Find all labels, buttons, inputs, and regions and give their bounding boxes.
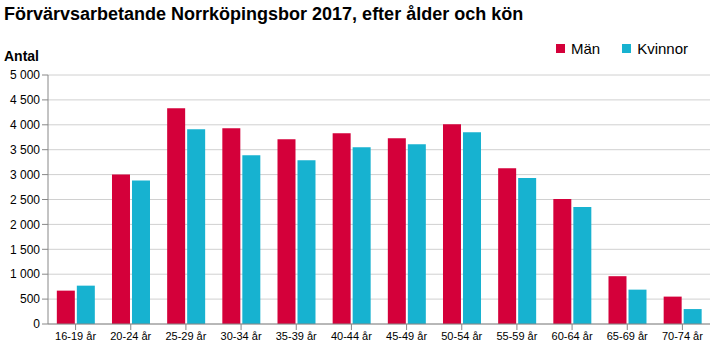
- svg-text:50-54 år: 50-54 år: [441, 330, 482, 342]
- svg-text:30-34 år: 30-34 år: [221, 330, 262, 342]
- html-text:Kvinnor: Kvinnor: [637, 40, 688, 57]
- svg-text:0: 0: [33, 317, 40, 331]
- svg-text:45-49 år: 45-49 år: [386, 330, 427, 342]
- svg-text:2 500: 2 500: [10, 193, 40, 207]
- svg-text:3 500: 3 500: [10, 143, 40, 157]
- svg-text:25-29 år: 25-29 år: [165, 330, 206, 342]
- svg-text:4 000: 4 000: [10, 118, 40, 132]
- svg-text:500: 500: [20, 292, 40, 306]
- html-text:Förvärvsarbetande Norrköpingsb: Förvärvsarbetande Norrköpingsbor 2017, e…: [4, 4, 524, 24]
- svg-text:16-19 år: 16-19 år: [55, 330, 96, 342]
- html-text:Antal: Antal: [4, 48, 39, 64]
- svg-text:65-69 år: 65-69 år: [607, 330, 648, 342]
- svg-text:4 500: 4 500: [10, 93, 40, 107]
- svg-text:1 500: 1 500: [10, 243, 40, 257]
- svg-text:3 000: 3 000: [10, 168, 40, 182]
- svg-text:70-74 år: 70-74 år: [662, 330, 703, 342]
- svg-text:5 000: 5 000: [10, 68, 40, 82]
- svg-text:55-59 år: 55-59 år: [496, 330, 537, 342]
- svg-text:1 000: 1 000: [10, 267, 40, 281]
- svg-text:20-24 år: 20-24 år: [110, 330, 151, 342]
- html-text:Män: Män: [571, 40, 601, 57]
- svg-text:35-39 år: 35-39 år: [276, 330, 317, 342]
- svg-text:40-44 år: 40-44 år: [331, 330, 372, 342]
- svg-text:60-64 år: 60-64 år: [552, 330, 593, 342]
- svg-text:2 000: 2 000: [10, 218, 40, 232]
